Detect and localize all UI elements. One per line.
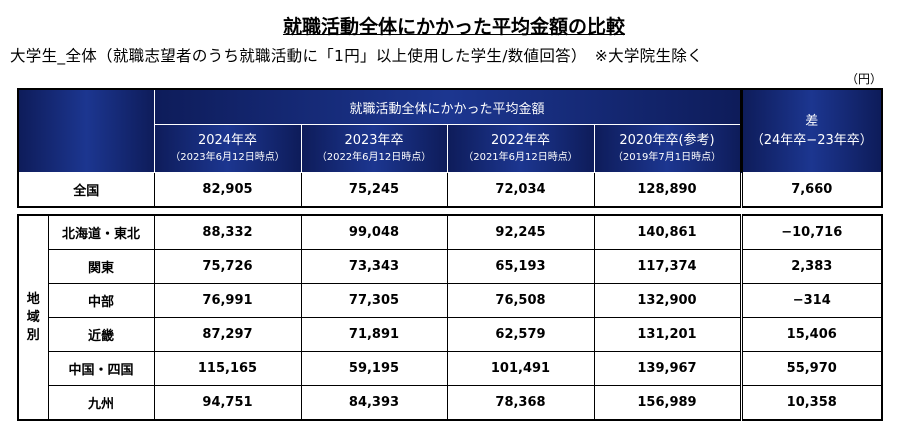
cell-diff: 2,383 — [739, 249, 883, 284]
cell: 132,900 — [593, 283, 742, 318]
cell: 84,393 — [300, 385, 448, 421]
cell: 59,195 — [300, 351, 448, 386]
table-row-national: 全国 82,905 75,245 72,034 128,890 7,660 — [17, 172, 883, 208]
unit-label: （円） — [845, 72, 882, 86]
cell-diff: 10,358 — [739, 385, 883, 421]
cell: 78,368 — [446, 385, 595, 421]
table-row: 中国・四国 115,165 59,195 101,491 139,967 55,970 — [18, 351, 883, 386]
cell: 75,726 — [153, 249, 302, 284]
table-row: 中部 76,991 77,305 76,508 132,900 −314 — [18, 283, 883, 318]
cell-diff: 7,660 — [739, 172, 883, 208]
cell: 73,343 — [300, 249, 448, 284]
cell: 99,048 — [300, 214, 448, 250]
cell: 72,034 — [446, 172, 595, 208]
cell-diff: −314 — [739, 283, 883, 318]
table-row: 九州 94,751 84,393 78,368 156,989 10,358 — [18, 385, 883, 421]
row-label: 全国 — [17, 172, 155, 208]
cell: 75,245 — [300, 172, 448, 208]
table-row: 地域別北海道・東北 88,332 99,048 92,245 140,861 −10,71… — [17, 214, 883, 421]
cell: 117,374 — [593, 249, 742, 284]
header-group: 就職活動全体にかかった平均金額 — [153, 88, 742, 125]
table-row: 近畿 87,297 71,891 62,579 131,201 15,406 — [18, 317, 883, 352]
header-col: 2024年卒 （2023年6月12日時点） — [153, 124, 302, 173]
cell: 101,491 — [446, 351, 595, 386]
cell: 82,905 — [153, 172, 302, 208]
cell: 62,579 — [446, 317, 595, 352]
page-title: 就職活動全体にかかった平均金額の比較 — [282, 16, 625, 38]
row-label: 中部 — [47, 283, 155, 318]
cell: 76,991 — [153, 283, 302, 318]
cell: 94,751 — [153, 385, 302, 421]
region-table: 地域別北海道・東北 88,332 99,048 92,245 140,861 −10,71… — [17, 214, 883, 421]
header-col: 2022年卒 （2021年6月12日時点） — [446, 124, 595, 173]
cell-diff: 15,406 — [739, 317, 883, 352]
header-col: 2023年卒 （2022年6月12日時点） — [300, 124, 448, 173]
row-label: 北海道・東北 — [47, 214, 155, 250]
region-group-label: 地域別 — [17, 214, 49, 421]
cell: 88,332 — [153, 214, 302, 250]
header-col: 2020年卒(参考) （2019年7月1日時点） — [593, 124, 742, 173]
cell: 139,967 — [593, 351, 742, 386]
cell-diff: −10,716 — [739, 214, 883, 250]
cell: 128,890 — [593, 172, 742, 208]
row-label: 近畿 — [47, 317, 155, 352]
cell: 77,305 — [300, 283, 448, 318]
cell: 87,297 — [153, 317, 302, 352]
header-table: 就職活動全体にかかった平均金額 差（24年卒−23年卒） 2024年卒 （2023… — [17, 88, 883, 208]
cell: 140,861 — [593, 214, 742, 250]
cell: 71,891 — [300, 317, 448, 352]
subtitle: 大学生_全体（就職志望者のうち就職活動に「1円」以上使用した学生/数値回答） ※… — [10, 47, 703, 65]
header-corner — [17, 88, 155, 173]
cell: 76,508 — [446, 283, 595, 318]
cell-diff: 55,970 — [739, 351, 883, 386]
row-label: 九州 — [47, 385, 155, 421]
cell: 92,245 — [446, 214, 595, 250]
table-row: 関東 75,726 73,343 65,193 117,374 2,383 — [18, 249, 883, 284]
cell: 65,193 — [446, 249, 595, 284]
cell: 156,989 — [593, 385, 742, 421]
row-label: 中国・四国 — [47, 351, 155, 386]
header-diff: 差（24年卒−23年卒） — [739, 88, 883, 173]
cell: 115,165 — [153, 351, 302, 386]
row-label: 関東 — [47, 249, 155, 284]
cell: 131,201 — [593, 317, 742, 352]
